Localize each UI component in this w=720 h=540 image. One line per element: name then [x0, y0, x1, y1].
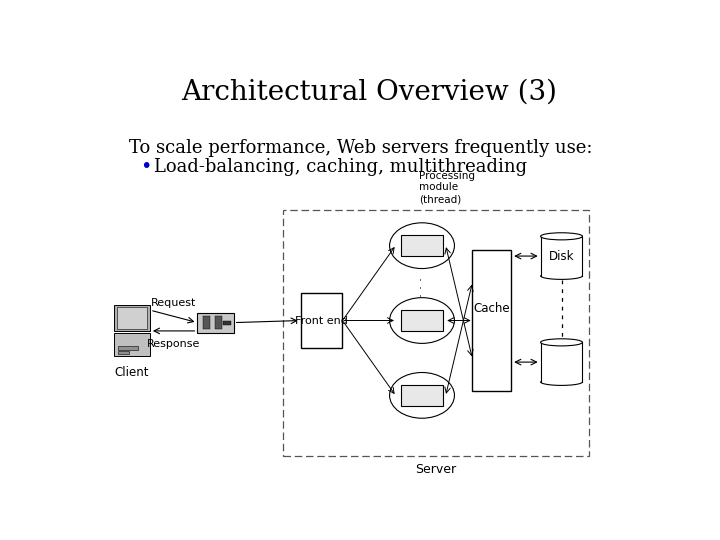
Text: Request: Request: [151, 298, 197, 308]
Text: Server: Server: [415, 463, 456, 476]
Bar: [472, 250, 511, 391]
Text: Processing
module
(thread): Processing module (thread): [419, 171, 475, 204]
Bar: [117, 307, 147, 329]
Bar: [541, 342, 582, 382]
Text: Architectural Overview (3): Architectural Overview (3): [181, 78, 557, 105]
Ellipse shape: [541, 339, 582, 346]
Bar: [215, 316, 222, 329]
Text: To scale performance, Web servers frequently use:: To scale performance, Web servers freque…: [129, 139, 593, 157]
Bar: [282, 210, 590, 456]
Bar: [203, 316, 210, 329]
Bar: [301, 293, 343, 348]
Bar: [401, 235, 443, 256]
Text: Client: Client: [114, 366, 149, 379]
Bar: [117, 351, 128, 354]
Text: Front end: Front end: [295, 315, 348, 326]
Text: Disk: Disk: [549, 249, 575, 262]
Bar: [197, 313, 234, 333]
Bar: [401, 385, 443, 406]
Bar: [222, 321, 231, 325]
Bar: [114, 305, 150, 331]
Text: •: •: [140, 157, 152, 176]
Text: · · ·: · · ·: [415, 277, 428, 297]
Ellipse shape: [541, 233, 582, 240]
Text: Cache: Cache: [474, 301, 510, 314]
Text: Load-balancing, caching, multithreading: Load-balancing, caching, multithreading: [154, 158, 527, 176]
Bar: [401, 310, 443, 331]
Bar: [117, 346, 138, 349]
Bar: [114, 333, 150, 356]
Text: Response: Response: [147, 339, 200, 349]
Bar: [541, 237, 582, 276]
